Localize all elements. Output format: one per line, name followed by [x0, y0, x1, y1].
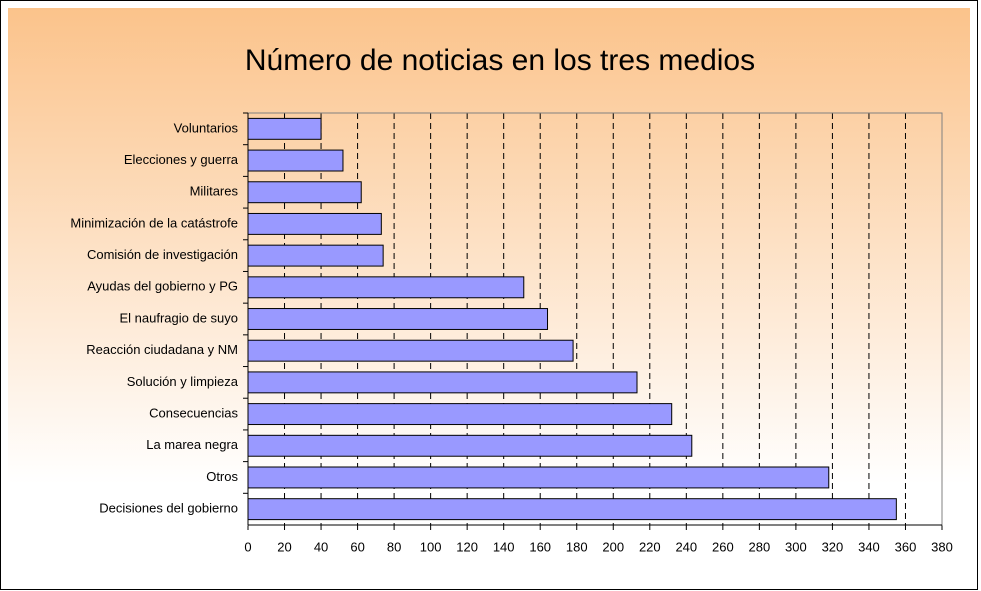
y-tick-label: La marea negra	[146, 437, 239, 452]
y-tick-label: Decisiones del gobierno	[99, 501, 238, 516]
y-tick-label: Elecciones y guerra	[124, 152, 239, 167]
y-tick-label: Minimización de la catástrofe	[70, 215, 238, 230]
y-tick-label: Ayudas del gobierno y PG	[87, 279, 238, 294]
x-tick-label: 260	[712, 539, 734, 554]
x-tick-label: 180	[566, 539, 588, 554]
bar	[247, 149, 344, 172]
x-tick-label: 60	[350, 539, 364, 554]
x-tick-label: 220	[639, 539, 661, 554]
bar	[247, 498, 897, 521]
bar	[247, 434, 693, 457]
x-tick-label: 40	[314, 539, 328, 554]
y-tick-label: Comisión de investigación	[87, 247, 238, 262]
y-tick-label: El naufragio de suyo	[119, 310, 238, 325]
x-tick-label: 140	[493, 539, 515, 554]
x-tick-label: 120	[456, 539, 478, 554]
x-tick-label: 200	[602, 539, 624, 554]
x-tick-label: 320	[822, 539, 844, 554]
x-tick-label: 380	[931, 539, 953, 554]
bar	[247, 276, 525, 299]
bar	[247, 466, 830, 489]
bar	[247, 212, 382, 235]
y-tick-label: Consecuencias	[149, 406, 238, 421]
x-tick-label: 300	[785, 539, 807, 554]
x-tick-label: 80	[387, 539, 401, 554]
bar	[247, 181, 362, 204]
x-tick-label: 240	[675, 539, 697, 554]
y-tick-label: Reacción ciudadana y NM	[86, 342, 238, 357]
x-tick-label: 360	[895, 539, 917, 554]
bar	[247, 244, 384, 267]
bar	[247, 371, 638, 394]
x-tick-label: 280	[749, 539, 771, 554]
x-tick-label: 0	[244, 539, 251, 554]
y-tick-label: Otros	[206, 469, 238, 484]
x-tick-label: 340	[858, 539, 880, 554]
y-tick-label: Militares	[190, 184, 239, 199]
bar	[247, 339, 574, 362]
y-tick-label: Solución y limpieza	[127, 374, 239, 389]
bar	[247, 117, 322, 140]
x-tick-label: 160	[529, 539, 551, 554]
bar	[247, 403, 673, 426]
y-tick-label: Voluntarios	[174, 120, 239, 135]
x-tick-label: 100	[420, 539, 442, 554]
chart-title: Número de noticias en los tres medios	[245, 44, 755, 77]
x-tick-label: 20	[277, 539, 291, 554]
bar	[247, 308, 549, 330]
